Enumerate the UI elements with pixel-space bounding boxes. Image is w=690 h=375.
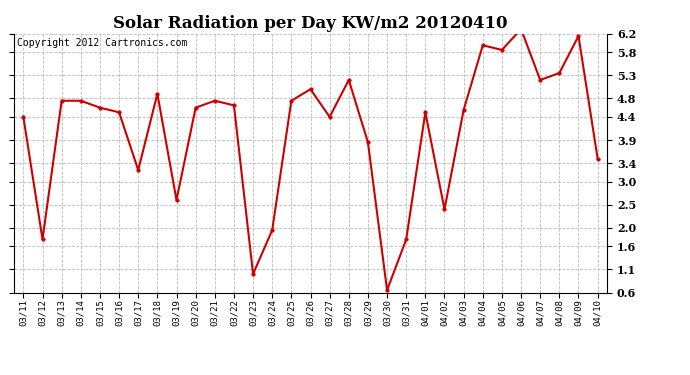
Text: Copyright 2012 Cartronics.com: Copyright 2012 Cartronics.com bbox=[17, 38, 187, 48]
Title: Solar Radiation per Day KW/m2 20120410: Solar Radiation per Day KW/m2 20120410 bbox=[113, 15, 508, 32]
